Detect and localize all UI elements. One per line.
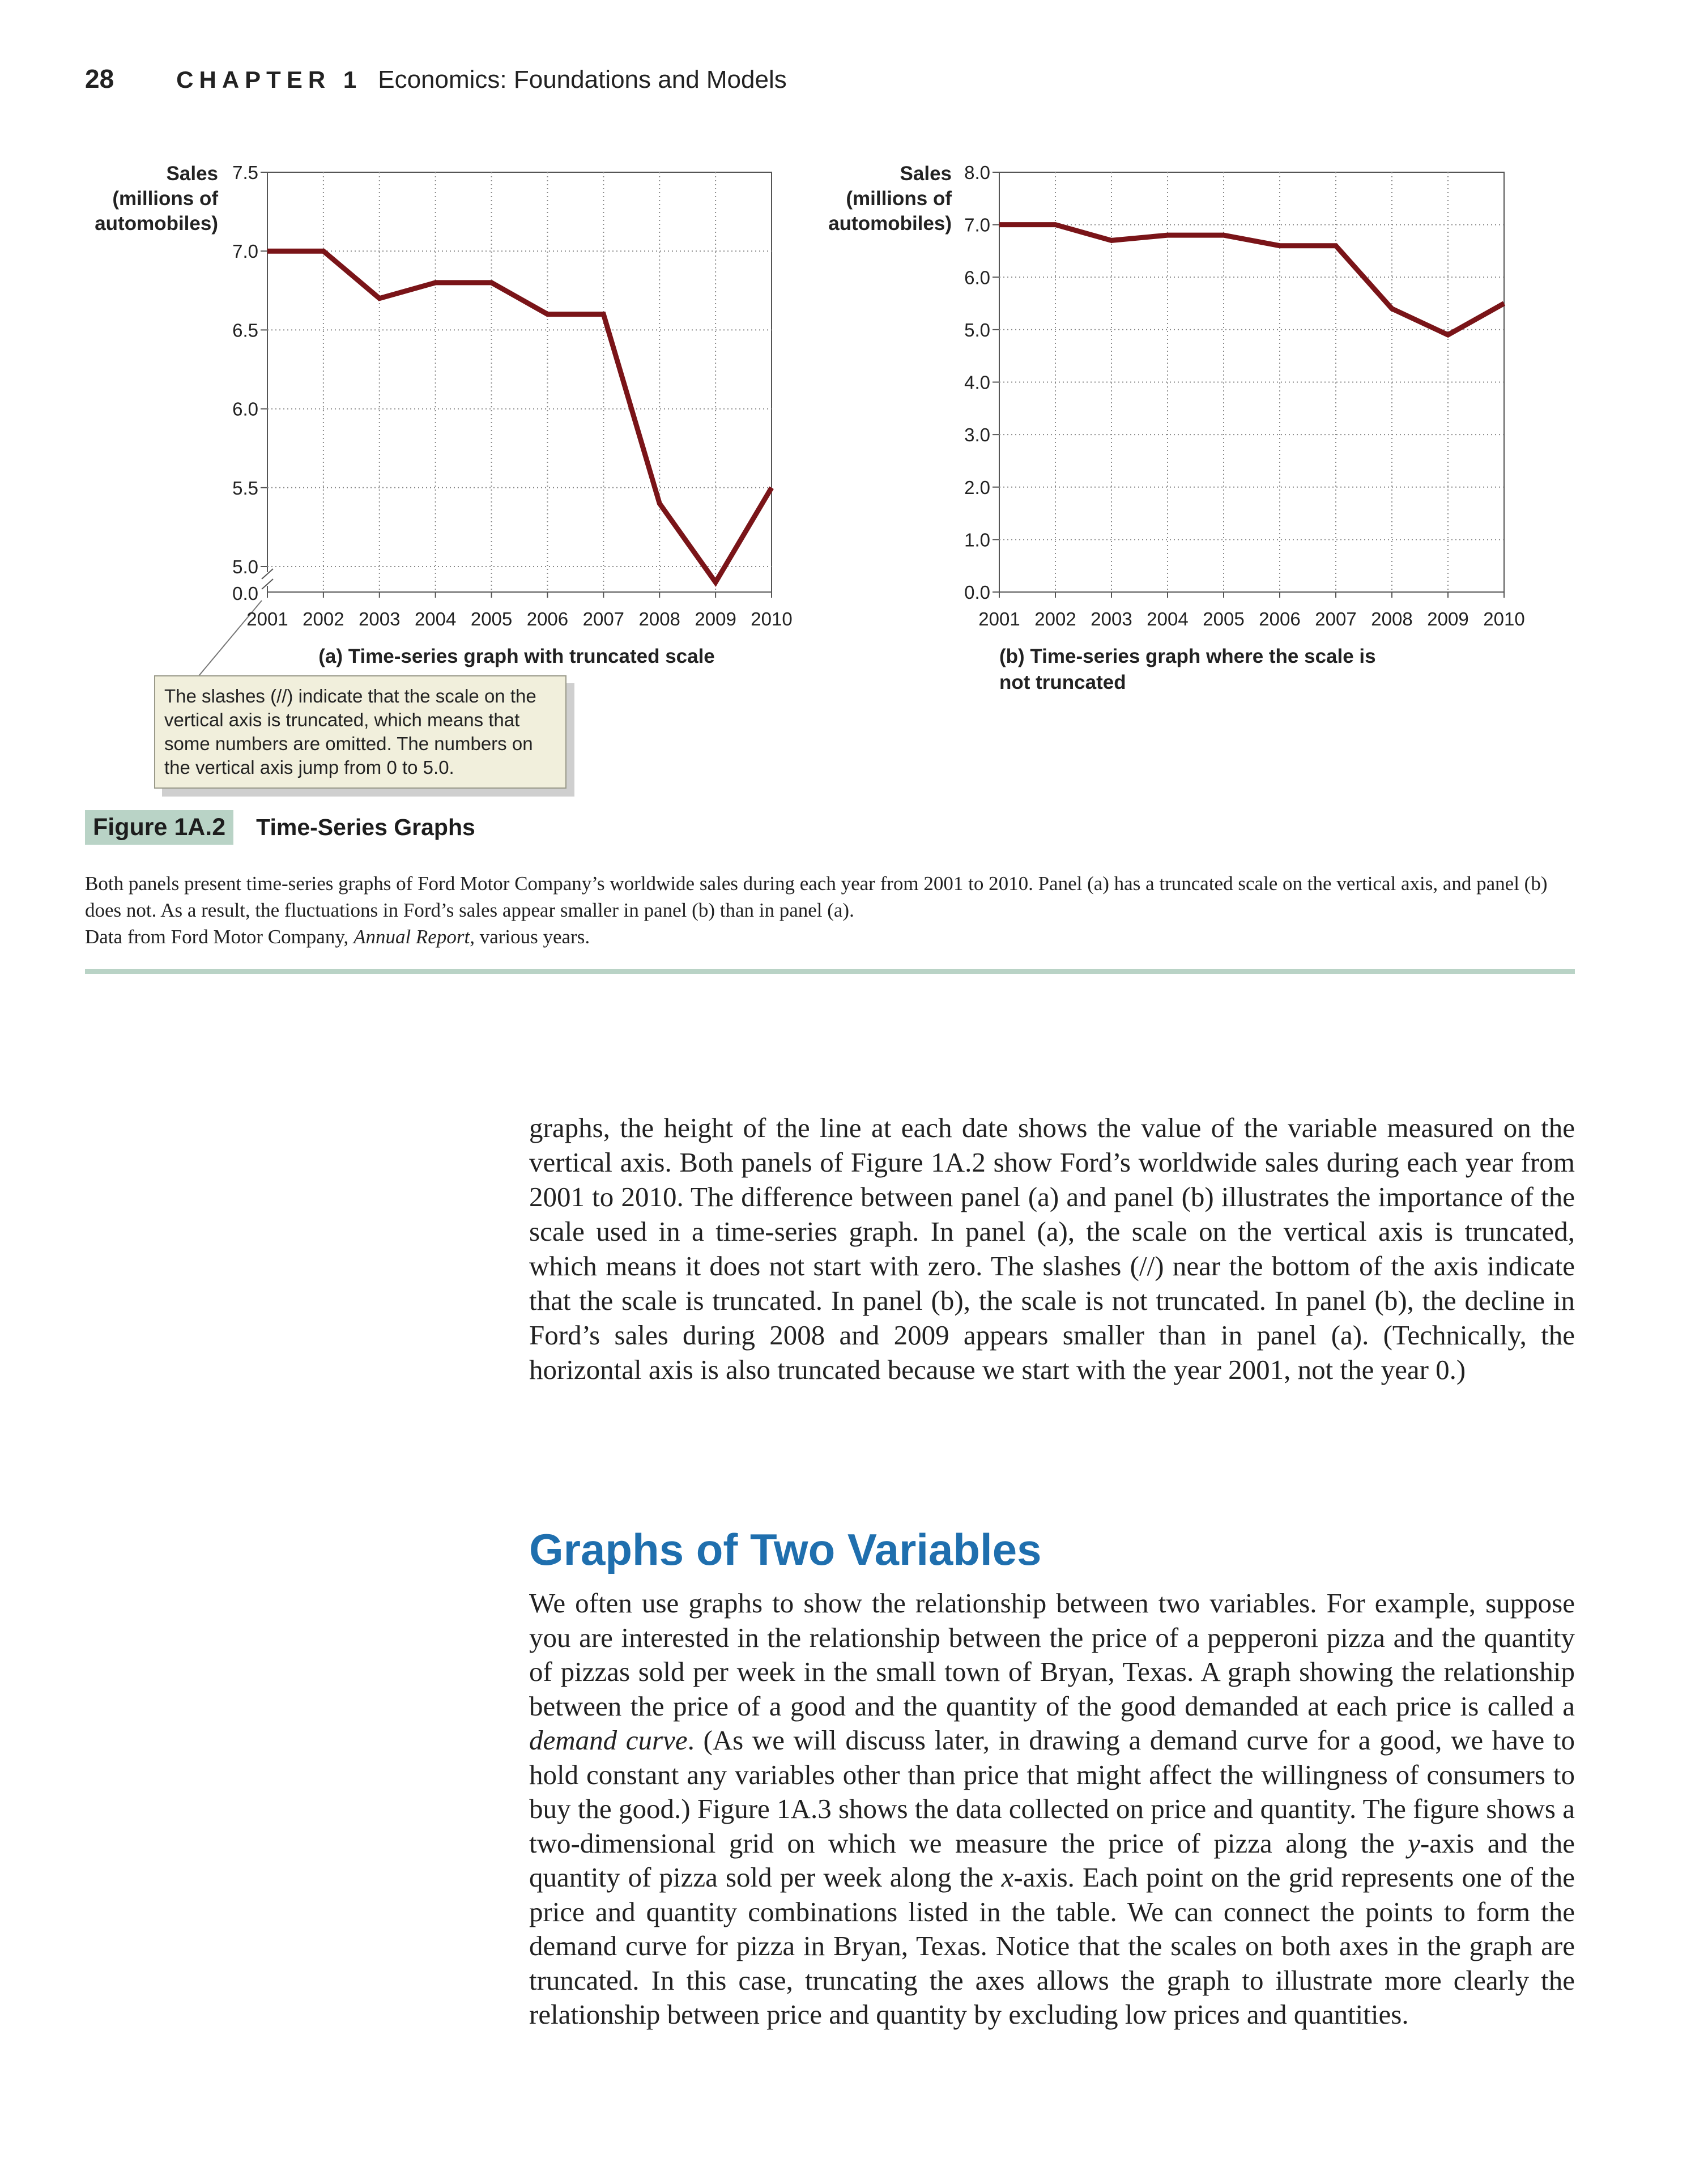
- caption-text: Both panels present time-series graphs o…: [85, 872, 1548, 921]
- panel-a-y-axis-label: Sales: [167, 163, 218, 185]
- caption-source: Data from Ford Motor Company, Annual Rep…: [85, 923, 1575, 950]
- panel-a-x-tick-label: 2006: [527, 608, 568, 629]
- section-paragraph: We often use graphs to show the relation…: [529, 1586, 1575, 2032]
- panel-b-y-axis-label: (millions of: [846, 188, 952, 210]
- panel-a-y-tick-label: 5.0: [232, 556, 258, 577]
- panel-a-x-tick-label: 2005: [471, 608, 512, 629]
- panel-b-x-tick-label: 2001: [978, 608, 1020, 629]
- truncation-callout: The slashes (//) indicate that the scale…: [154, 675, 566, 789]
- section-x-var: x: [1001, 1862, 1014, 1893]
- panel-a-truncation-slash-1: [261, 568, 274, 580]
- source-suffix: , various years.: [470, 926, 590, 948]
- panel-b-y-tick-label: 3.0: [964, 424, 990, 445]
- panel-b-y-tick-label: 5.0: [964, 320, 990, 340]
- running-head: 28 CHAPTER 1 Economics: Foundations and …: [85, 63, 787, 103]
- body-paragraph-text: graphs, the height of the line at each d…: [529, 1112, 1575, 1385]
- panel-b-y-tick-label: 1.0: [964, 529, 990, 550]
- panel-a-x-tick-label: 2009: [695, 608, 736, 629]
- panel-b-y-tick-label: 6.0: [964, 267, 990, 288]
- panel-a-truncation-slash-2: [261, 578, 274, 590]
- panel-a-x-tick-label: 2001: [246, 608, 288, 629]
- panel-b-y-axis-label: Sales: [900, 163, 952, 185]
- panel-a-x-tick-label: 2008: [639, 608, 680, 629]
- body-paragraph: graphs, the height of the line at each d…: [529, 1110, 1575, 1387]
- panel-b-y-tick-label: 0.0: [964, 582, 990, 603]
- panel-b-y-tick-label: 8.0: [964, 162, 990, 183]
- panel-b-sales-line: [999, 222, 1506, 338]
- source-title: Annual Report: [353, 926, 470, 948]
- panel-a-y-tick-label: 7.5: [232, 162, 258, 183]
- panel-a-y-tick-label: 6.5: [232, 320, 258, 340]
- panel-b-x-tick-label: 2008: [1371, 608, 1412, 629]
- section-y-var: y: [1408, 1827, 1420, 1859]
- panel-b-y-tick-label: 7.0: [964, 215, 990, 236]
- panel-a-x-tick-label: 2002: [303, 608, 344, 629]
- panel-b-x-tick-label: 2004: [1147, 608, 1188, 629]
- section-text-3: -axis and the quantity of pizza sold per…: [529, 1827, 1575, 1893]
- panel-b-x-tick-label: 2003: [1091, 608, 1132, 629]
- figure-label: Figure 1A.2: [85, 810, 234, 845]
- panel-a-y-tick-label: 7.0: [232, 241, 258, 262]
- panel-a-x-tick-label: 2007: [583, 608, 624, 629]
- panel-b-y-tick-label: 4.0: [964, 372, 990, 393]
- panel-b-x-tick-label: 2002: [1034, 608, 1076, 629]
- figure-caption: Both panels present time-series graphs o…: [85, 870, 1575, 950]
- figure-divider: [85, 969, 1575, 974]
- panel-b-x-tick-label: 2007: [1315, 608, 1356, 629]
- section-term: demand curve: [529, 1725, 688, 1756]
- chapter-label: CHAPTER 1: [176, 66, 363, 93]
- source-prefix: Data from Ford Motor Company,: [85, 926, 354, 948]
- panel-b-x-tick-label: 2006: [1259, 608, 1300, 629]
- chapter-title: Economics: Foundations and Models: [378, 66, 787, 93]
- figure-header: Figure 1A.2 Time-Series Graphs: [85, 810, 475, 845]
- panel-a-x-tick-label: 2010: [751, 608, 792, 629]
- panel-a-y-origin-label: 0.0: [232, 583, 258, 604]
- panel-b-x-tick-label: 2009: [1427, 608, 1468, 629]
- panel-a-x-tick-label: 2003: [359, 608, 400, 629]
- panel-b-title: (b) Time-series graph where the scale is: [999, 645, 1376, 667]
- panel-a-x-tick-label: 2004: [415, 608, 456, 629]
- callout-leader-line: [198, 600, 262, 677]
- panel-a-y-axis-label: (millions of: [112, 188, 218, 210]
- section-heading: Graphs of Two Variables: [529, 1525, 1042, 1574]
- panel-b-title: not truncated: [999, 671, 1126, 693]
- panel-a-plot-frame: [267, 172, 772, 593]
- panel-a-y-tick-label: 6.0: [232, 399, 258, 420]
- figure-1a2-charts: 5.0 5.5 6.0 6.5 7.0 7.5 0.0 2001 2002 2003 2004 200…: [95, 162, 1525, 693]
- panel-a-title: (a) Time-series graph with truncated sca…: [318, 645, 715, 667]
- panel-a-y-tick-label: 5.5: [232, 478, 258, 499]
- figure-title: Time-Series Graphs: [256, 814, 475, 840]
- panel-b-y-tick-label: 2.0: [964, 477, 990, 498]
- section-text-2: . (As we will discuss later, in drawing …: [529, 1725, 1575, 1859]
- section-text-1: We often use graphs to show the relation…: [529, 1587, 1575, 1722]
- panel-b-y-axis-label: automobiles): [828, 212, 952, 235]
- panel-b-x-tick-label: 2010: [1483, 608, 1524, 629]
- panel-a-y-axis-label: automobiles): [95, 212, 218, 235]
- panel-b-x-tick-label: 2005: [1203, 608, 1244, 629]
- section-text-4: -axis. Each point on the grid represents…: [529, 1862, 1575, 2030]
- page-number: 28: [85, 64, 114, 93]
- panel-a-sales-line: [267, 248, 774, 587]
